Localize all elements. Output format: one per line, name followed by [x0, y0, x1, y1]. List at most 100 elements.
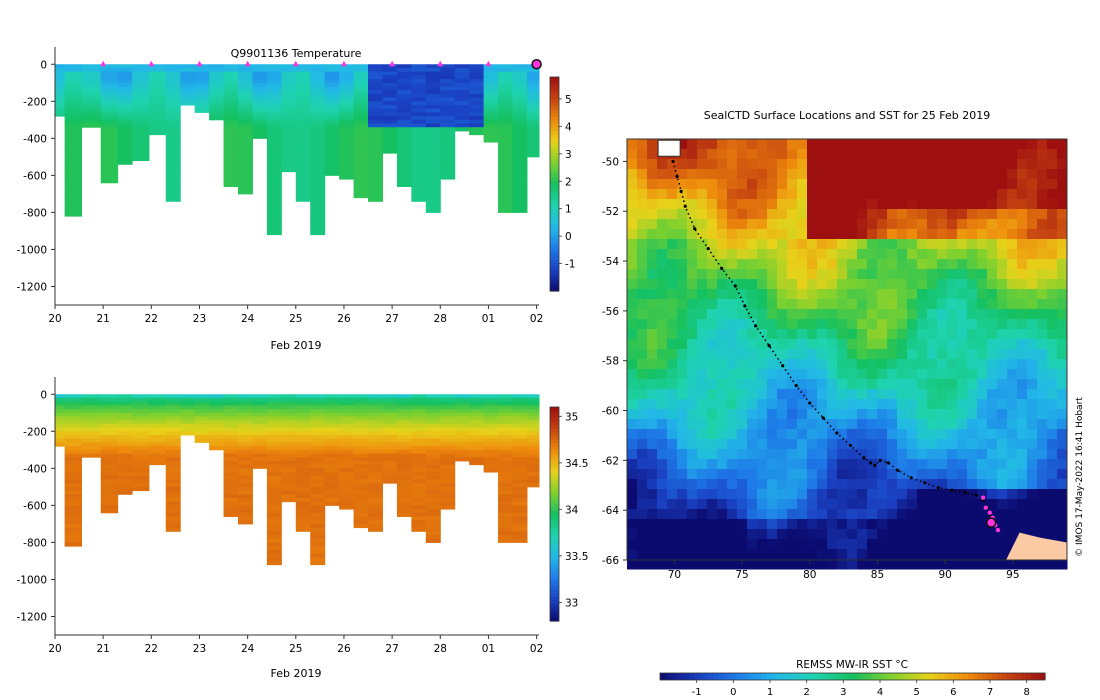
sst-cell [927, 489, 938, 500]
sst-cell [827, 419, 838, 430]
sst-cell [637, 219, 648, 230]
sst-cell [887, 509, 898, 520]
track-point [848, 443, 852, 448]
sal-profile-cell [310, 435, 326, 440]
sal-profile-cell [454, 457, 470, 462]
sal-profile-cell [512, 446, 528, 451]
sal-profile-cell [81, 453, 102, 458]
temp-profile-cell [382, 138, 398, 143]
sst-cell [727, 469, 738, 480]
sst-cell [777, 529, 788, 540]
temp-profile-cell [55, 101, 66, 106]
temp-profile-cell [512, 119, 528, 125]
sst-cell [937, 289, 948, 300]
sst-cell [887, 399, 898, 410]
sal-profile-cell [295, 446, 311, 451]
sst-cell [977, 149, 988, 160]
sal-profile-cell [81, 420, 102, 425]
sst-cell [807, 509, 818, 520]
temp-colorbar-segment [550, 208, 559, 214]
sst-cell [1017, 159, 1028, 170]
sst-cell [667, 259, 678, 270]
sst-cell [1057, 359, 1068, 370]
sal-profile-cell [339, 501, 355, 506]
temp-profile-cell [209, 108, 225, 113]
temp-y-tick-label: -400 [23, 133, 47, 145]
sal-profile-cell [148, 423, 167, 429]
sst-cell [967, 169, 978, 180]
temp-profile-cell [117, 93, 133, 99]
sst-cell [887, 439, 898, 450]
temp-profile-cell [454, 75, 470, 80]
sst-colorbar-segment [972, 673, 979, 680]
sal-profile-cell [209, 438, 225, 443]
sst-cell [657, 199, 668, 210]
sal-profile-cell [411, 516, 427, 521]
sal-profile-cell [266, 453, 282, 458]
sst-cell [647, 379, 658, 390]
sal-profile-cell [117, 409, 133, 414]
sal-profile-cell [64, 442, 82, 447]
temp-profile-cell [266, 201, 282, 206]
sal-profile-cell [252, 397, 268, 403]
sst-cell [977, 509, 988, 520]
temp-colorbar-segment [550, 191, 559, 196]
temp-profile-cell [117, 101, 133, 106]
sst-cell [737, 529, 748, 540]
sst-cell [727, 519, 738, 530]
sal-profile-cell [117, 486, 133, 492]
sal-profile-cell [339, 475, 355, 480]
temp-profile-cell [396, 149, 412, 154]
temp-profile-cell [339, 164, 355, 169]
sst-cell [1047, 289, 1058, 300]
sal-profile-cell [310, 449, 326, 455]
sst-cell [907, 489, 918, 500]
sal-profile-cell [266, 423, 282, 429]
temp-profile-cell [526, 138, 540, 143]
sal-profile-cell [266, 438, 282, 443]
sal-profile-cell [238, 516, 253, 521]
sst-cell [957, 349, 968, 360]
temp-profile-cell [411, 119, 427, 125]
sst-cell [787, 539, 798, 550]
sst-cell [917, 559, 928, 570]
map-y-tick-label: -52 [602, 206, 619, 218]
sst-cell [647, 169, 658, 180]
sst-cell [627, 209, 638, 220]
sst-cell [1007, 199, 1018, 210]
sal-profile-cell [310, 416, 326, 421]
sst-cell [847, 219, 858, 230]
sst-cell [887, 209, 898, 220]
sst-cell [897, 409, 908, 420]
temp-profile-cell [425, 175, 441, 180]
sst-cell [947, 349, 958, 360]
sal-colorbar-segment [550, 514, 559, 519]
temp-profile-cell [100, 171, 119, 176]
sal-profile-cell [238, 457, 253, 462]
sst-cell [627, 299, 638, 310]
sst-cell [737, 179, 748, 190]
sal-profile-cell [512, 427, 528, 432]
sst-cell [907, 339, 918, 350]
temp-profile-cell [132, 67, 150, 73]
sst-cell [987, 399, 998, 410]
temp-profile-cell [526, 108, 540, 113]
temp-profile-cell [526, 75, 540, 80]
temp-profile-cell [165, 193, 181, 199]
sst-cell [937, 459, 948, 470]
sst-cell [847, 539, 858, 550]
temp-profile-cell [411, 101, 427, 106]
sal-profile-cell [512, 483, 528, 488]
sst-cell [997, 529, 1008, 540]
sst-cell [847, 409, 858, 420]
temp-profile-cell [295, 145, 311, 150]
sst-cell [817, 419, 828, 430]
temp-profile-cell [396, 179, 412, 184]
sst-cell [1017, 319, 1028, 330]
temp-colorbar-segment [550, 134, 559, 139]
sal-profile-cell [339, 423, 355, 429]
temp-profile-cell [266, 119, 282, 125]
sal-profile-cell [425, 531, 441, 536]
sst-colorbar-tick-label: 3 [840, 687, 846, 698]
